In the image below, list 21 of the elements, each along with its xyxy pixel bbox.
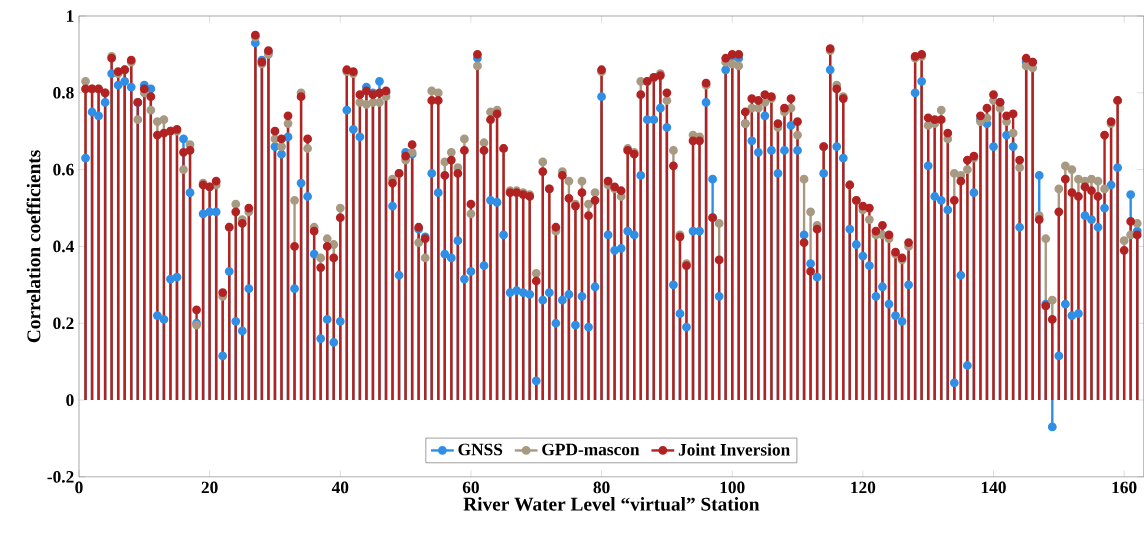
x-tick-label: 40	[331, 481, 349, 494]
x-tick-label: 100	[720, 481, 745, 494]
x-tick-label: 0	[75, 481, 83, 494]
y-tick-label: 0.4	[53, 240, 74, 253]
x-tick-label: 60	[462, 481, 479, 494]
y-tick-label: -0.2	[47, 471, 74, 483]
x-tick-label: 140	[981, 481, 1006, 494]
x-tick-label: 160	[1112, 481, 1137, 494]
x-axis-title: River Water Level “virtual” Station	[463, 497, 760, 511]
y-axis-title: Correlation coefficients	[26, 150, 41, 343]
x-tick-label: 20	[201, 481, 218, 494]
legend-label: GNSS	[458, 443, 503, 456]
y-tick-label: 1	[66, 10, 74, 22]
y-tick-label: 0.6	[53, 163, 74, 176]
legend-label: Joint Inversion	[678, 443, 790, 456]
y-tick-label: 0	[66, 394, 74, 406]
x-tick-label: 80	[593, 481, 610, 494]
x-tick-label: 120	[851, 481, 876, 494]
y-tick-label: 0.8	[53, 86, 74, 99]
legend-label: GPD-mascon	[542, 443, 640, 456]
y-tick-label: 0.2	[53, 317, 74, 330]
